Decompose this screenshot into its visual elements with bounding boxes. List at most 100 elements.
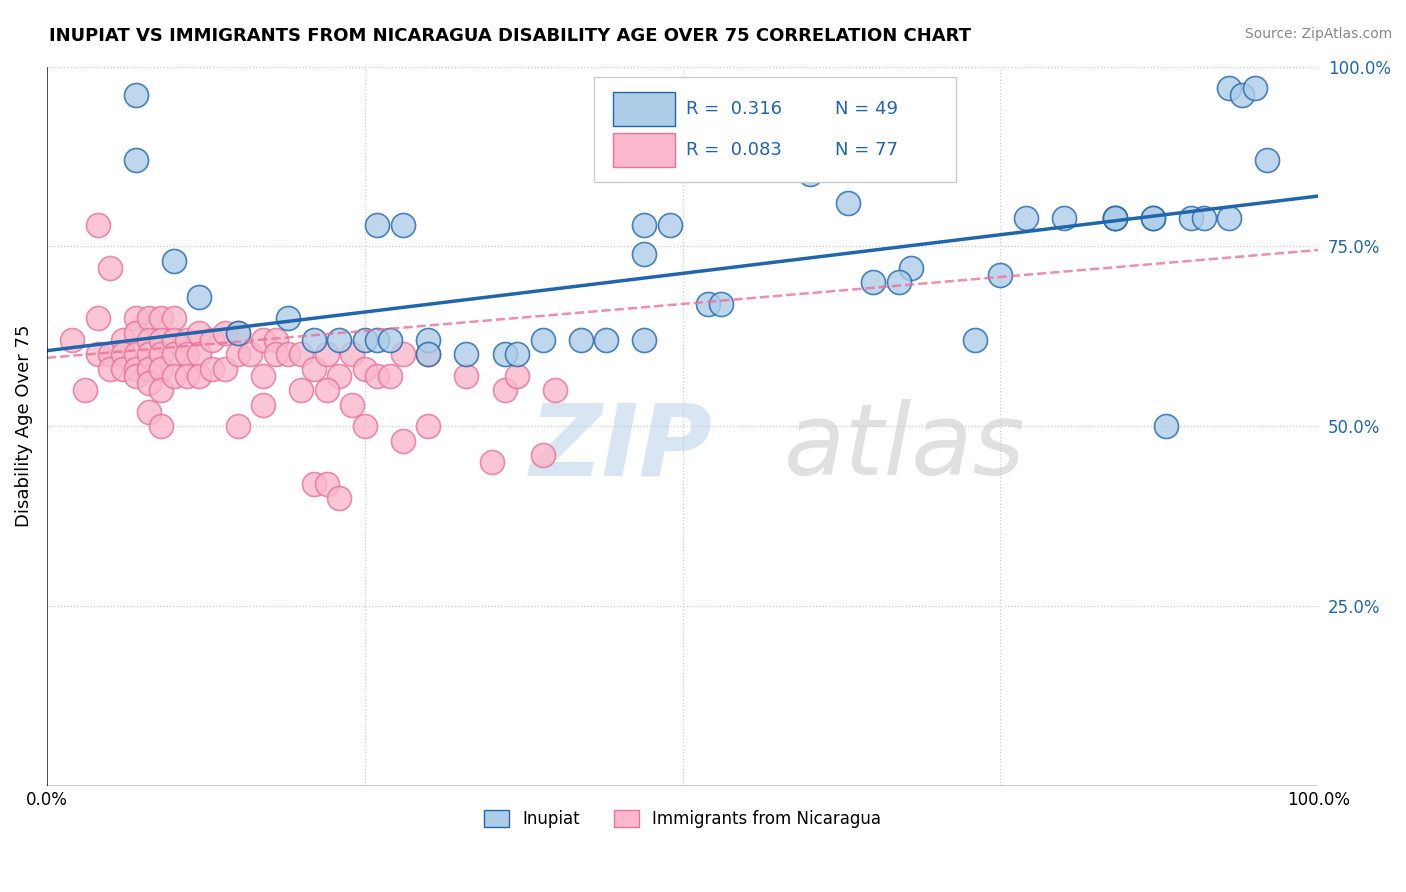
- Point: [531, 333, 554, 347]
- Point: [87, 311, 110, 326]
- Point: [1192, 211, 1215, 225]
- Point: [226, 419, 249, 434]
- Text: Source: ZipAtlas.com: Source: ZipAtlas.com: [1244, 27, 1392, 41]
- Point: [138, 361, 160, 376]
- Point: [100, 361, 122, 376]
- Point: [176, 347, 198, 361]
- Point: [277, 311, 299, 326]
- Text: N = 49: N = 49: [835, 100, 898, 118]
- Point: [176, 368, 198, 383]
- Point: [150, 311, 173, 326]
- Point: [226, 326, 249, 340]
- Point: [60, 333, 83, 347]
- Point: [481, 455, 503, 469]
- Point: [138, 311, 160, 326]
- Point: [494, 347, 516, 361]
- Point: [506, 347, 529, 361]
- Point: [125, 368, 148, 383]
- Text: atlas: atlas: [785, 400, 1026, 496]
- Point: [328, 368, 350, 383]
- Point: [990, 268, 1012, 282]
- Point: [456, 347, 478, 361]
- Point: [340, 398, 363, 412]
- Point: [188, 347, 211, 361]
- Point: [138, 405, 160, 419]
- Point: [353, 361, 375, 376]
- Point: [125, 88, 148, 103]
- Point: [418, 347, 440, 361]
- Point: [1104, 211, 1126, 225]
- Point: [302, 333, 325, 347]
- Point: [138, 376, 160, 390]
- Point: [188, 326, 211, 340]
- Point: [1218, 211, 1240, 225]
- Point: [569, 333, 592, 347]
- FancyBboxPatch shape: [613, 93, 675, 126]
- Point: [366, 218, 388, 232]
- Point: [633, 218, 655, 232]
- Point: [163, 347, 186, 361]
- Point: [138, 333, 160, 347]
- Point: [1053, 211, 1076, 225]
- Point: [252, 333, 274, 347]
- Point: [163, 368, 186, 383]
- Y-axis label: Disability Age Over 75: Disability Age Over 75: [15, 325, 32, 527]
- Point: [506, 368, 529, 383]
- Point: [100, 347, 122, 361]
- Point: [837, 196, 859, 211]
- Point: [264, 333, 287, 347]
- Point: [125, 347, 148, 361]
- Point: [125, 311, 148, 326]
- Point: [799, 168, 821, 182]
- Point: [150, 419, 173, 434]
- Point: [252, 398, 274, 412]
- Point: [201, 333, 224, 347]
- Point: [633, 246, 655, 260]
- Point: [201, 361, 224, 376]
- Point: [633, 333, 655, 347]
- Point: [366, 368, 388, 383]
- Point: [710, 297, 733, 311]
- Point: [264, 347, 287, 361]
- Point: [1256, 153, 1278, 167]
- Point: [150, 333, 173, 347]
- Point: [378, 368, 401, 383]
- Point: [1243, 81, 1265, 95]
- Point: [353, 419, 375, 434]
- Point: [1142, 211, 1164, 225]
- Text: N = 77: N = 77: [835, 141, 898, 159]
- Point: [112, 361, 135, 376]
- Point: [862, 276, 884, 290]
- Point: [315, 476, 337, 491]
- Point: [125, 361, 148, 376]
- Point: [138, 347, 160, 361]
- Point: [392, 347, 415, 361]
- Point: [392, 434, 415, 448]
- Point: [100, 260, 122, 275]
- Point: [188, 368, 211, 383]
- Point: [226, 347, 249, 361]
- Point: [1104, 211, 1126, 225]
- Point: [176, 333, 198, 347]
- Point: [315, 347, 337, 361]
- Text: INUPIAT VS IMMIGRANTS FROM NICARAGUA DISABILITY AGE OVER 75 CORRELATION CHART: INUPIAT VS IMMIGRANTS FROM NICARAGUA DIS…: [49, 27, 972, 45]
- Legend: Inupiat, Immigrants from Nicaragua: Inupiat, Immigrants from Nicaragua: [478, 804, 887, 835]
- Point: [150, 361, 173, 376]
- Point: [1015, 211, 1038, 225]
- Point: [418, 347, 440, 361]
- Text: R =  0.316: R = 0.316: [686, 100, 782, 118]
- Point: [1154, 419, 1177, 434]
- Point: [887, 276, 910, 290]
- Point: [277, 347, 299, 361]
- Point: [1104, 211, 1126, 225]
- Point: [595, 333, 617, 347]
- Point: [239, 347, 262, 361]
- Point: [87, 347, 110, 361]
- Point: [697, 297, 720, 311]
- Point: [163, 311, 186, 326]
- Point: [163, 333, 186, 347]
- Point: [87, 218, 110, 232]
- Point: [214, 361, 236, 376]
- Point: [392, 218, 415, 232]
- Point: [1142, 211, 1164, 225]
